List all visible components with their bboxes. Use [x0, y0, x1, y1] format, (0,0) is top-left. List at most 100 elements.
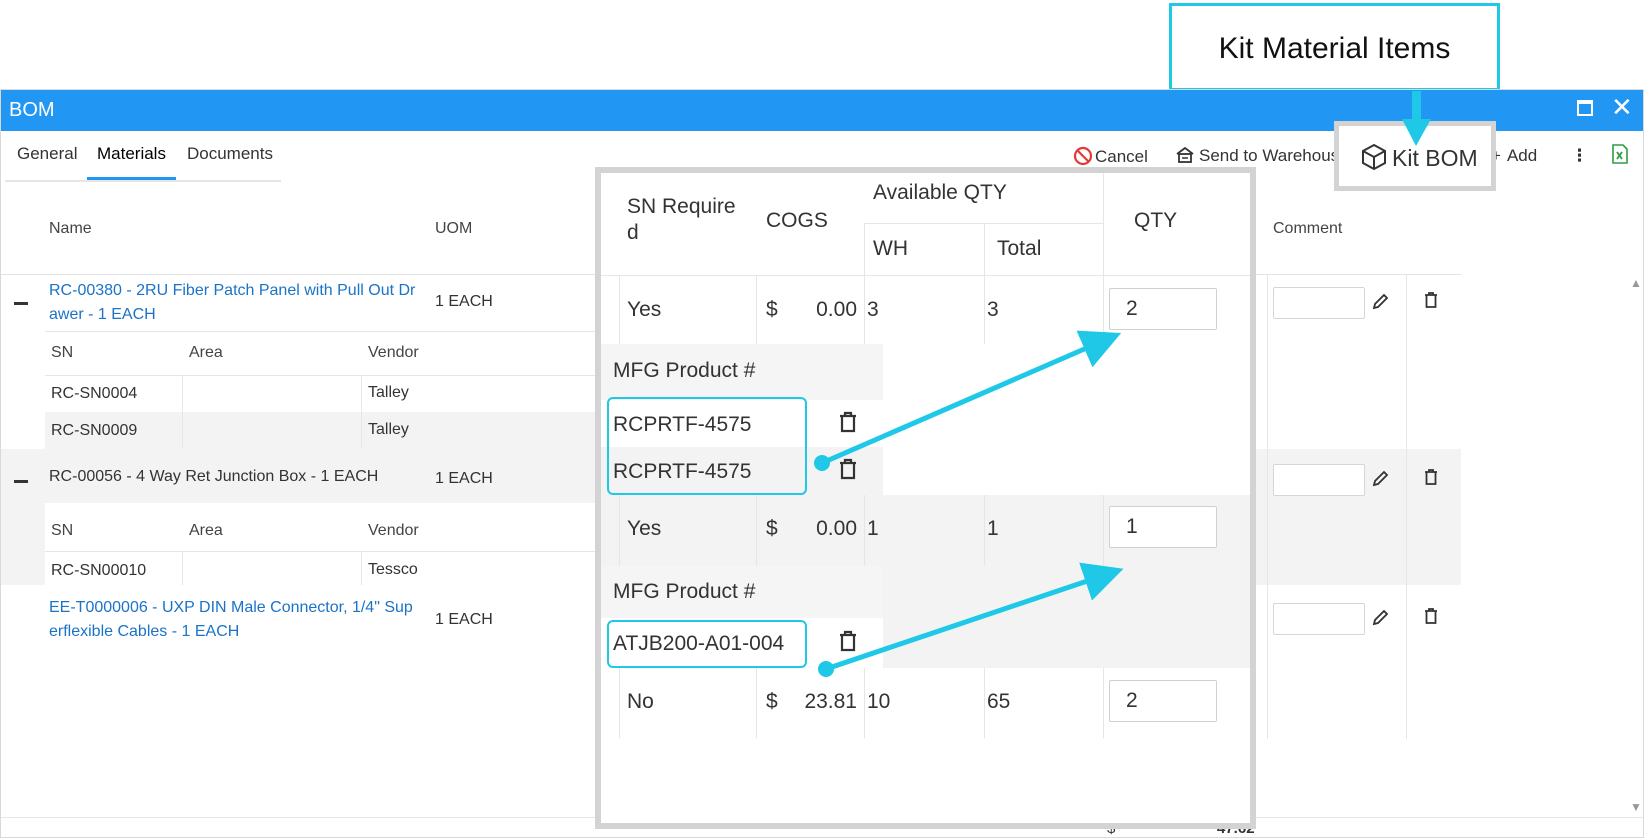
maximize-icon[interactable]	[1577, 100, 1593, 116]
sub-header-sn: SN	[51, 344, 74, 361]
kit-material-items-callout: Kit Material Items	[1169, 3, 1500, 91]
mfg-highlight-2	[607, 620, 807, 668]
cancel-icon	[1073, 146, 1093, 166]
row-3-total: 65	[987, 690, 1011, 713]
title-bar: BOM ✕	[1, 90, 1643, 131]
column-divider	[1103, 495, 1104, 566]
column-divider	[182, 376, 183, 449]
row-2-currency: $	[766, 517, 778, 540]
row-1-name-line1[interactable]: RC-00380 - 2RU Fiber Patch Panel with Pu…	[49, 282, 416, 299]
serial-vendor-3: Tessco	[368, 561, 418, 578]
delete-icon[interactable]	[1422, 467, 1440, 492]
header-cogs: COGS	[766, 209, 828, 232]
header-qty: QTY	[1134, 209, 1178, 232]
row-divider	[45, 375, 595, 376]
export-excel-icon[interactable]	[1611, 144, 1629, 169]
tab-documents[interactable]: Documents	[187, 144, 273, 163]
cancel-button[interactable]: Cancel	[1073, 146, 1148, 167]
column-divider	[619, 668, 620, 738]
window-title: BOM	[9, 99, 55, 121]
row-3-name-line2[interactable]: erflexible Cables - 1 EACH	[49, 623, 240, 640]
row-1-currency: $	[766, 298, 778, 321]
header-total: Total	[997, 237, 1042, 260]
cancel-label: Cancel	[1095, 147, 1148, 166]
table-row-3-name[interactable]: EE-T0000006 - UXP DIN Male Connector, 1/…	[49, 596, 413, 644]
row-1-cogs: 0.00	[816, 298, 857, 321]
column-divider	[756, 495, 757, 566]
striped-row	[45, 412, 595, 449]
serial-vendor-1: Talley	[368, 384, 409, 401]
sub-header-area: Area	[189, 522, 223, 539]
warehouse-icon	[1176, 146, 1194, 163]
column-divider	[984, 223, 985, 275]
comment-input[interactable]	[1273, 287, 1365, 319]
delete-icon[interactable]	[837, 629, 859, 658]
more-options-icon[interactable]: ⋮	[1571, 146, 1588, 165]
sub-header-vendor: Vendor	[368, 344, 419, 361]
delete-icon[interactable]	[1422, 606, 1440, 631]
collapse-row-icon[interactable]	[14, 480, 28, 483]
delete-icon[interactable]	[837, 457, 859, 486]
column-divider	[361, 376, 362, 449]
edit-icon[interactable]	[1371, 468, 1391, 493]
delete-icon[interactable]	[1422, 290, 1440, 315]
collapse-row-icon[interactable]	[14, 302, 28, 305]
add-button[interactable]: +Add	[1491, 146, 1537, 166]
row-2-gutter	[1, 503, 45, 585]
tabs-baseline	[5, 180, 281, 182]
row-2-uom: 1 EACH	[435, 470, 493, 487]
serial-link-1[interactable]: RC-SN0004	[51, 385, 138, 402]
mfg-product-1: RCPRTF-4575	[613, 413, 752, 436]
row-2-cogs: 0.00	[816, 517, 857, 540]
row-2-qty-input[interactable]: 1	[1109, 506, 1217, 548]
row-3-qty-input[interactable]: 2	[1109, 680, 1217, 722]
sub-header-vendor: Vendor	[368, 522, 419, 539]
column-divider	[756, 668, 757, 738]
column-divider	[864, 223, 865, 275]
header-available-qty: Available QTY	[873, 181, 1007, 204]
column-divider	[984, 495, 985, 566]
kit-bom-button[interactable]: Kit BOM	[1334, 121, 1496, 191]
scroll-down-icon[interactable]: ▼	[1630, 800, 1642, 814]
header-divider	[601, 275, 1250, 276]
scroll-up-icon[interactable]: ▲	[1630, 276, 1642, 290]
row-3-uom: 1 EACH	[435, 611, 493, 628]
mfg-product-3: ATJB200-A01-004	[613, 632, 785, 655]
edit-icon[interactable]	[1371, 607, 1391, 632]
row-1-total: 3	[987, 298, 999, 321]
comment-input[interactable]	[1273, 603, 1365, 635]
table-row-1-name[interactable]: RC-00380 - 2RU Fiber Patch Panel with Pu…	[49, 279, 415, 327]
column-divider	[619, 495, 620, 566]
delete-icon[interactable]	[837, 410, 859, 439]
row-2-sn-required: Yes	[627, 517, 662, 540]
mfg-product-2: RCPRTF-4575	[613, 460, 752, 483]
sub-header-sn: SN	[51, 522, 74, 539]
row-1-sn-required: Yes	[627, 298, 662, 321]
header-sn-required-1: SN Require	[627, 195, 736, 218]
table-row-2-name[interactable]: RC-00056 - 4 Way Ret Junction Box - 1 EA…	[49, 468, 379, 485]
column-divider	[864, 495, 865, 566]
tab-general[interactable]: General	[17, 144, 78, 163]
row-2-total: 1	[987, 517, 999, 540]
row-3-currency: $	[766, 690, 778, 713]
column-divider	[864, 275, 865, 344]
send-to-warehouse-button[interactable]: Send to Warehouse	[1175, 146, 1335, 166]
tab-materials[interactable]: Materials	[97, 144, 166, 163]
mfg-header-1: MFG Product #	[613, 359, 756, 382]
comment-input[interactable]	[1273, 464, 1365, 496]
row-1-name-line2[interactable]: awer - 1 EACH	[49, 306, 156, 323]
close-icon[interactable]: ✕	[1611, 92, 1633, 122]
row-1-qty-input[interactable]: 2	[1109, 288, 1217, 330]
serial-link-3[interactable]: RC-SN00010	[51, 562, 147, 579]
column-divider	[619, 275, 620, 344]
mfg-header-2: MFG Product #	[613, 580, 756, 603]
serial-link-2[interactable]: RC-SN0009	[51, 422, 138, 439]
row-divider	[45, 551, 595, 552]
column-divider	[984, 275, 985, 344]
active-tab-indicator	[87, 177, 176, 180]
edit-icon[interactable]	[1371, 291, 1391, 316]
add-label: Add	[1506, 146, 1538, 165]
column-header-name: Name	[49, 220, 92, 237]
row-1-uom: 1 EACH	[435, 293, 493, 310]
row-3-name-line1[interactable]: EE-T0000006 - UXP DIN Male Connector, 1/…	[49, 599, 413, 616]
